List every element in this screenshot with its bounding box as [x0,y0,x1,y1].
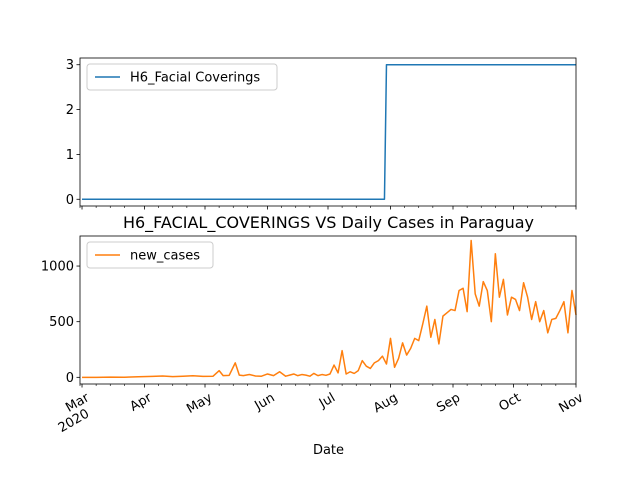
y-tick-label: 1 [66,148,74,163]
top-y-ticks: 0 1 2 3 [66,58,80,208]
top-series-layer [82,63,576,201]
top-subplot: 0 1 2 3 H6_Facial Coverings [66,57,577,210]
bottom-x-axis-label: Date [313,443,344,458]
bottom-y-ticks: 0 500 1000 [41,260,80,386]
top-legend-box [86,63,278,91]
bottom-legend: new_cases [86,241,214,269]
y-tick-label: 0 [66,371,74,386]
y-tick-label: 500 [49,315,74,330]
bottom-chart-title: H6_FACIAL_COVERINGS VS Daily Cases in Pa… [123,213,534,233]
top-legend-label: H6_Facial Coverings [130,71,260,86]
x-tick-label: Jul [316,390,338,411]
top-legend: H6_Facial Coverings [86,63,278,91]
y-tick-label: 0 [66,193,74,208]
bottom-legend-box [86,241,214,269]
y-tick-label: 1000 [41,260,74,275]
series-line-0 [82,63,576,201]
top-axes-frame [79,57,577,207]
y-tick-label: 2 [66,103,74,118]
bottom-axes-frame [79,235,577,385]
bottom-series-layer [82,239,577,379]
bottom-legend-label: new_cases [130,249,200,264]
y-tick-label: 3 [66,58,74,73]
series-line-0 [82,239,577,379]
